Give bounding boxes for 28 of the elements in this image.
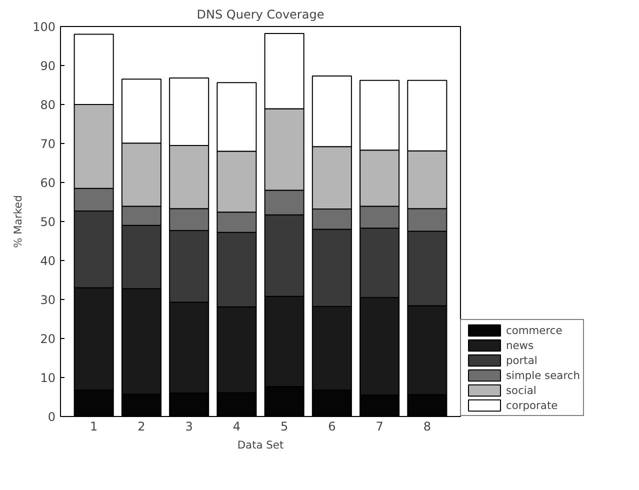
x-tick-label: 4 <box>232 420 241 434</box>
x-axis-title: Data Set <box>237 438 284 452</box>
y-tick-label: 70 <box>40 137 56 151</box>
y-tick-label: 20 <box>40 332 56 346</box>
y-tick-label: 90 <box>40 59 56 73</box>
y-axis-title: % Marked <box>12 195 25 248</box>
legend-label: news <box>506 338 534 352</box>
legend-label: commerce <box>506 324 562 336</box>
legend-label: social <box>506 384 536 396</box>
x-tick-label: 5 <box>280 420 288 434</box>
x-tick-label: 1 <box>90 420 98 434</box>
legend-label: portal <box>506 354 538 366</box>
y-tick-label: 100 <box>32 20 56 34</box>
y-tick-label: 40 <box>40 254 56 268</box>
y-tick-label: 10 <box>40 371 56 385</box>
legend-label: simple search <box>506 368 580 382</box>
y-tick-label: 80 <box>40 98 56 112</box>
x-tick-label: 8 <box>423 420 431 434</box>
x-tick-label: 2 <box>138 420 146 434</box>
x-tick-label: 3 <box>185 420 193 434</box>
chart-title: DNS Query Coverage <box>196 8 324 22</box>
x-tick-label: 7 <box>376 420 384 434</box>
y-tick-label: 0 <box>48 410 56 424</box>
legend-label: corporate <box>506 398 558 412</box>
y-tick-label: 30 <box>40 293 56 307</box>
x-tick-label: 6 <box>328 420 336 434</box>
y-tick-label: 50 <box>40 215 56 229</box>
y-tick-label: 60 <box>40 176 56 190</box>
